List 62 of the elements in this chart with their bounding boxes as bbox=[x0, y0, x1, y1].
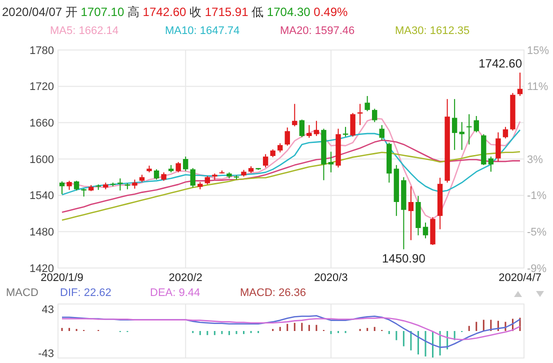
candlestick bbox=[408, 186, 414, 241]
y-tick-label: 1540 bbox=[30, 190, 54, 202]
y-tick-label: 1600 bbox=[30, 154, 54, 166]
series-label: DIF: 22.62 bbox=[60, 287, 112, 299]
candlestick bbox=[284, 127, 290, 146]
candlestick bbox=[466, 114, 472, 145]
text: MA10: 1647.74 bbox=[165, 25, 240, 37]
y-tick-label: 1720 bbox=[30, 81, 54, 94]
x-tick-label: 2020/1/9 bbox=[40, 272, 84, 284]
y-tick-label: 1660 bbox=[30, 118, 54, 130]
candlestick bbox=[182, 156, 188, 172]
candlestick bbox=[262, 154, 268, 168]
candlestick bbox=[74, 180, 80, 191]
series-label: DEA: 9.44 bbox=[150, 287, 200, 299]
line-series bbox=[61, 129, 521, 196]
candlestick bbox=[154, 168, 160, 180]
candlestick bbox=[496, 132, 501, 162]
y2-tick-label: -5% bbox=[527, 226, 547, 239]
candlestick bbox=[190, 168, 196, 188]
chart-title: 2020/04/07 开 1707.10 高 1742.60 收 1715.91 低 1704.30 0.49% bbox=[2, 5, 348, 19]
candlestick bbox=[517, 72, 523, 96]
line-series bbox=[61, 317, 521, 340]
candlestick bbox=[452, 98, 458, 150]
y2-tick-label: 11% bbox=[527, 81, 548, 94]
candlestick bbox=[328, 151, 334, 173]
x-tick-label: 2020/4/7 bbox=[498, 272, 542, 284]
text: MA5: 1662.14 bbox=[50, 25, 118, 37]
candlestick bbox=[379, 124, 384, 141]
candlestick bbox=[59, 180, 65, 195]
x-tick-label: 2020/3 bbox=[314, 272, 348, 284]
x-tick-label: 2020/2 bbox=[168, 272, 202, 284]
candlestick bbox=[502, 126, 508, 139]
annotation: 1742.60 bbox=[478, 56, 522, 71]
candlestick bbox=[66, 180, 72, 190]
text: MA30: 1612.35 bbox=[395, 25, 470, 37]
candlestick bbox=[277, 142, 283, 153]
candlestick bbox=[292, 103, 298, 127]
candlestick bbox=[176, 162, 181, 173]
candlestick bbox=[364, 96, 370, 112]
y2-tick-label: 15% bbox=[527, 44, 550, 57]
candlestick bbox=[422, 222, 428, 239]
y-tick-label: 1480 bbox=[30, 226, 54, 239]
candlestick bbox=[342, 126, 348, 138]
text: MACD: 26.36 bbox=[240, 287, 306, 299]
candlestick bbox=[372, 108, 378, 123]
line-series bbox=[61, 140, 521, 213]
y2-tick-label: 3% bbox=[527, 154, 544, 166]
candlestick bbox=[350, 112, 356, 138]
y2-tick-label: -1% bbox=[527, 190, 547, 202]
candlestick bbox=[488, 156, 494, 172]
text: MA20: 1597.46 bbox=[280, 25, 355, 37]
chart-title: MACD bbox=[6, 287, 38, 299]
candlestick bbox=[132, 179, 138, 190]
candlestick bbox=[474, 116, 479, 133]
candlestick bbox=[118, 178, 123, 191]
candlestick bbox=[299, 119, 305, 138]
candlestick bbox=[314, 120, 320, 136]
y-tick-label: -43 bbox=[38, 348, 54, 360]
y-tick-label: 43 bbox=[42, 304, 54, 316]
candlestick bbox=[306, 124, 312, 138]
annotation: 1450.90 bbox=[382, 251, 426, 266]
y-tick-label: 1780 bbox=[30, 44, 54, 57]
